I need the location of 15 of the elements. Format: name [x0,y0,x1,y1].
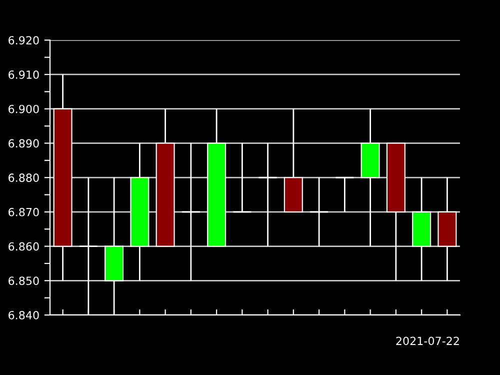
y-tick-label: 6.890 [8,139,39,148]
y-tick-label: 6.920 [8,36,39,45]
candlestick [181,142,201,282]
candlestick [232,142,252,213]
x-axis-title: 2021-07-22 [396,336,459,346]
candlestick [309,176,329,247]
y-tick-label: 6.880 [8,174,39,182]
y-tick-label: 6.860 [8,242,39,251]
candlestick [335,176,354,213]
y-tick-label: 6.870 [8,208,39,216]
y-tick-label: 6.910 [8,70,39,79]
y-tick-label: 6.900 [8,104,39,114]
candlestick [258,142,278,247]
y-tick-label: 6.840 [8,310,39,320]
y-tick-label: 6.850 [8,276,39,286]
